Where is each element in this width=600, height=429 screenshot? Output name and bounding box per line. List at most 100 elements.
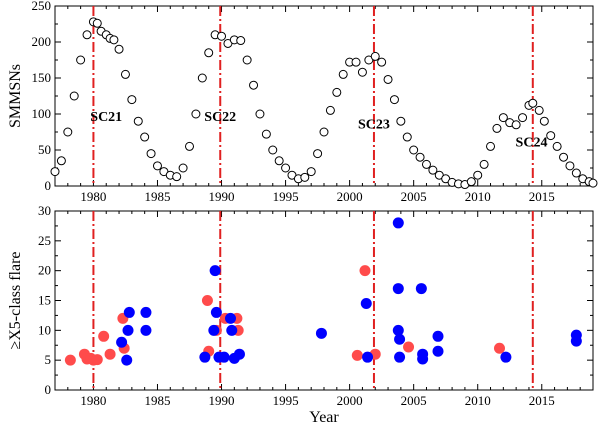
smmsn-point	[191, 109, 201, 119]
smmsn-point	[249, 80, 259, 90]
x-tick-label: 2010	[465, 189, 491, 204]
smmsn-point	[559, 152, 569, 162]
smmsn-point	[120, 69, 130, 79]
flare-point-blue	[432, 345, 444, 357]
x-tick-label: 1980	[80, 393, 106, 408]
x-tick-label: 1995	[273, 393, 299, 408]
smmsn-point	[140, 132, 150, 142]
flare-point-blue	[500, 351, 512, 363]
flare-point-blue	[392, 324, 404, 336]
cycle-label: SC22	[204, 110, 236, 125]
x-axis-title: Year	[309, 409, 339, 426]
smmsn-point	[498, 113, 508, 123]
smmsn-point	[204, 48, 214, 58]
smmsn-point	[69, 91, 79, 101]
x-tick-label: 1985	[144, 393, 170, 408]
x-tick-label: 2000	[337, 189, 363, 204]
smmsn-point	[479, 159, 489, 169]
plot-frame	[54, 5, 594, 187]
y-tick-label: 200	[32, 34, 52, 49]
flare-point-red	[351, 349, 363, 361]
flare-point-blue	[315, 327, 327, 339]
smmsn-point	[109, 35, 119, 45]
smmsn-point	[377, 57, 387, 67]
smmsn-point	[409, 145, 419, 155]
y-tick-label: 100	[32, 106, 52, 121]
smmsn-point	[402, 132, 412, 142]
cycle-label: SC23	[358, 117, 390, 132]
smmsn-point	[486, 141, 496, 151]
flare-point-red	[201, 295, 213, 306]
x-tick-label: 1995	[273, 189, 299, 204]
y-tick-label: 20	[38, 263, 51, 278]
flare-point-blue	[415, 283, 427, 295]
cycle-label: SC21	[90, 110, 122, 125]
smmsn-point	[76, 55, 86, 65]
flare-point-blue	[392, 217, 404, 229]
smmsn-point	[92, 18, 102, 28]
flare-point-blue	[140, 306, 152, 318]
smmsn-point	[197, 73, 207, 83]
flare-point-blue	[360, 297, 372, 309]
y-tick-label: 50	[38, 142, 51, 157]
flare-point-blue	[122, 324, 134, 336]
flare-point-red	[104, 348, 116, 360]
smmsn-point	[146, 149, 156, 159]
smmsn-point	[588, 178, 598, 188]
smmsn-point	[56, 156, 66, 166]
y-tick-label: 25	[38, 233, 51, 248]
smmsn-point	[565, 161, 575, 171]
x-tick-label: 2010	[465, 393, 491, 408]
flare-point-blue	[208, 324, 220, 336]
smmsn-point	[383, 74, 393, 84]
smmsn-point	[546, 131, 556, 141]
y-tick-label: 15	[38, 293, 51, 308]
smmsn-point	[351, 57, 361, 67]
flare-point-blue	[224, 312, 236, 324]
y-tick-label: 5	[45, 352, 52, 367]
flare-point-blue	[233, 348, 245, 360]
smmsn-point	[415, 152, 425, 162]
y-axis-title: SMMSNs	[7, 64, 24, 128]
smmsn-point	[306, 167, 316, 177]
smmsn-point	[571, 168, 581, 178]
flare-point-blue	[394, 351, 406, 363]
x-tick-label: 2015	[529, 189, 555, 204]
flare-point-blue	[417, 353, 429, 365]
smmsn-point	[552, 141, 562, 151]
flare-point-blue	[116, 336, 128, 348]
smmsn-point	[274, 156, 284, 166]
plot-frame	[54, 210, 594, 391]
x-tick-label: 1985	[144, 189, 170, 204]
flare-point-blue	[394, 333, 406, 345]
smmsn-point	[178, 163, 188, 173]
smmsn-point	[319, 127, 329, 137]
smmsn-point	[466, 177, 476, 187]
smmsn-point	[534, 105, 544, 115]
smmsn-point	[370, 51, 380, 61]
flare-point-red	[98, 330, 110, 342]
smmsn-point	[281, 163, 291, 173]
y-tick-label: 150	[32, 70, 52, 85]
x-tick-label: 1980	[80, 189, 106, 204]
smmsn-point	[152, 161, 162, 171]
smmsn-point	[172, 172, 182, 182]
y-tick-label: 0	[45, 178, 52, 193]
smmsn-point	[50, 167, 60, 177]
flare-point-red	[64, 354, 76, 366]
x-tick-label: 1990	[209, 189, 235, 204]
smmsn-point	[242, 55, 252, 65]
smmsn-point	[313, 149, 323, 159]
flare-point-blue	[432, 330, 444, 342]
smmsn-point	[261, 129, 271, 139]
smmsn-point	[518, 113, 528, 123]
flare-point-blue	[140, 324, 152, 336]
smmsn-point	[357, 67, 367, 77]
smmsn-point	[268, 145, 278, 155]
y-axis-title: ≥X5-class flare	[7, 251, 24, 349]
flare-point-blue	[362, 351, 374, 363]
smmsn-point	[127, 95, 137, 105]
smmsn-point	[332, 87, 342, 97]
flare-point-red	[493, 342, 505, 354]
